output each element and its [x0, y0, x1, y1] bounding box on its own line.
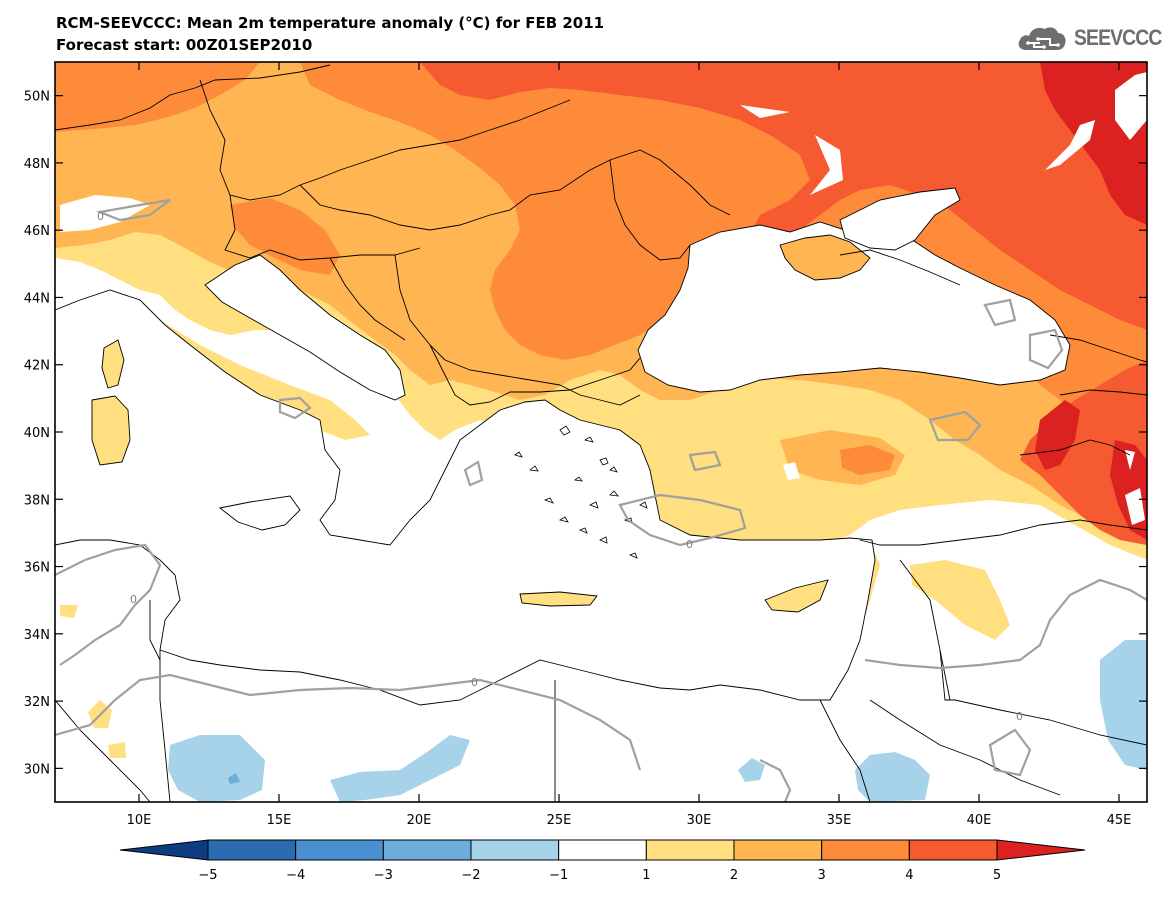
anomaly-1-2-region	[910, 560, 1010, 640]
anomaly-4-5-region	[1020, 360, 1147, 545]
sicily-island	[218, 495, 301, 531]
anomaly-3-4-region	[840, 445, 895, 475]
colorbar-label: −2	[461, 868, 480, 883]
anomaly-1-2-region	[160, 320, 370, 440]
lat-tick-label: 30N	[24, 762, 50, 777]
colorbar-segment	[645, 839, 735, 861]
colorbar-segment	[382, 839, 472, 861]
forecast-start-label: Forecast start: 00Z01SEP2010	[56, 36, 313, 54]
cyprus-island	[764, 579, 829, 613]
lat-tick-label: 46N	[24, 224, 50, 239]
lat-tick-label: 40N	[24, 426, 50, 441]
lon-tick-label: 30E	[687, 813, 712, 828]
lon-tick-label: 10E	[127, 813, 152, 828]
contour-label: 0	[130, 593, 137, 606]
colorbar-label: −5	[198, 868, 217, 883]
colorbar-label: 5	[993, 868, 1001, 883]
lon-tick-label: 15E	[267, 813, 292, 828]
anomaly-minus-2-3-region	[228, 773, 240, 784]
contour-label: 0	[97, 210, 104, 223]
anomaly-minus-1-2-region	[738, 758, 765, 782]
lat-tick-label: 36N	[24, 561, 50, 576]
lat-tick-label: 32N	[24, 695, 50, 710]
anomaly-minus-1-2-region	[855, 752, 930, 802]
lon-tick-label: 40E	[967, 813, 992, 828]
lat-tick-label: 38N	[24, 493, 50, 508]
corsica-island	[101, 339, 125, 389]
sardinia-island	[91, 395, 131, 466]
colorbar-segment	[470, 839, 560, 861]
anomaly-1-2-region	[60, 605, 126, 758]
lat-tick-label: 34N	[24, 628, 50, 643]
zero-anomaly-contours	[55, 198, 1147, 802]
seevccc-logo: SEEVCCC	[1016, 22, 1165, 54]
aegean-islands	[514, 425, 648, 559]
sea-of-azov	[839, 187, 961, 251]
anomaly-3-4-region	[55, 62, 260, 132]
colorbar-label: 1	[642, 868, 650, 883]
map-area: 0 0 0 0 0	[55, 62, 1147, 802]
colorbar-label: 3	[818, 868, 826, 883]
contour-label: 0	[686, 538, 693, 551]
adriatic-sea	[204, 254, 406, 401]
crimea-peninsula	[779, 234, 871, 281]
lat-tick-label: 44N	[24, 291, 50, 306]
cloud-icon	[1018, 27, 1066, 50]
colorbar-label: −4	[286, 868, 305, 883]
tyrrhenian-ionian-aegean-mediterranean-sea	[55, 289, 876, 706]
anomaly-3-4-region	[230, 198, 340, 275]
anomaly-minus-1-2-region	[330, 735, 470, 802]
longitude-axis: 10E 15E 20E 25E 30E 35E 40E 45E	[127, 62, 1132, 828]
lat-tick-label: 42N	[24, 359, 50, 374]
colorbar-segment	[821, 839, 910, 861]
anomaly-5-plus-region	[1035, 400, 1080, 470]
logo-text: SEEVCCC	[1074, 25, 1162, 50]
contour-label: 0	[1016, 710, 1023, 723]
colorbar-segment	[207, 839, 297, 861]
anomaly-minus-1-2-region	[168, 735, 265, 802]
colorbar-label: 2	[730, 868, 738, 883]
colorbar-segment	[908, 839, 998, 861]
lon-tick-label: 20E	[407, 813, 432, 828]
colorbar-segment	[119, 839, 209, 861]
lat-tick-label: 50N	[24, 90, 50, 105]
colorbar-label: −3	[374, 868, 393, 883]
country-borders	[55, 64, 1147, 802]
latitude-axis: 50N 48N 46N 44N 42N 40N 38N 36N 34N 32N 30N	[24, 90, 1147, 777]
lon-tick-label: 35E	[827, 813, 852, 828]
colorbar-segment	[558, 839, 647, 861]
colorbar-segment	[996, 839, 1086, 861]
colorbar-label: 4	[905, 868, 913, 883]
colorbar-label: −1	[549, 868, 568, 883]
anomaly-4-5-region	[420, 62, 1147, 330]
crete-island	[519, 591, 598, 607]
colorbar-segment	[733, 839, 823, 861]
contour-label: 0	[471, 676, 478, 689]
map-title: RCM-SEEVCCC: Mean 2m temperature anomaly…	[56, 14, 605, 32]
contour-labels: 0 0 0 0 0	[97, 210, 1023, 723]
colorbar-segment	[295, 839, 384, 861]
lat-tick-label: 48N	[24, 157, 50, 172]
colorbar: −5 −4 −3 −2 −1 1 2 3 4 5	[119, 839, 1086, 883]
lon-tick-label: 25E	[547, 813, 572, 828]
lon-tick-label: 45E	[1107, 813, 1132, 828]
